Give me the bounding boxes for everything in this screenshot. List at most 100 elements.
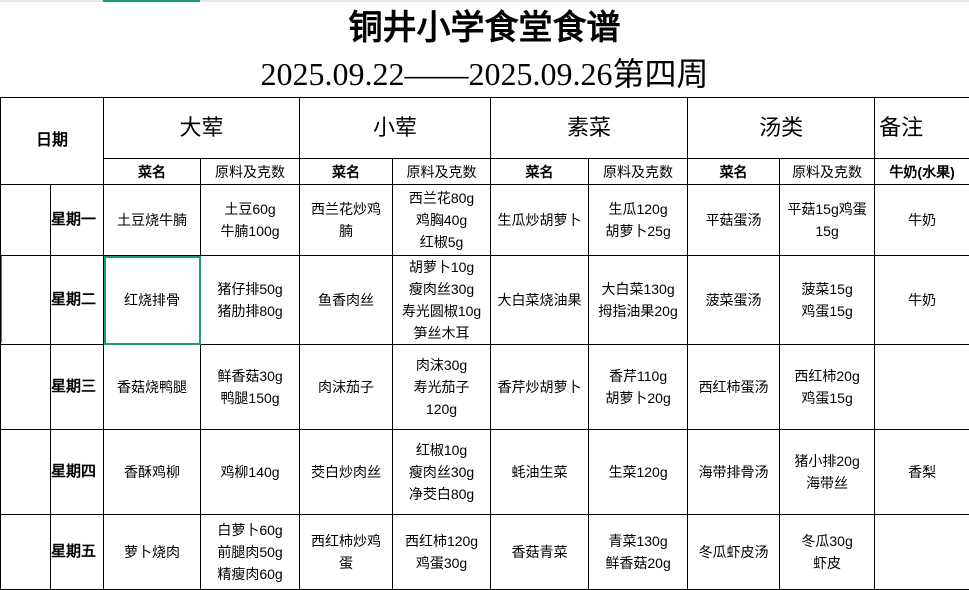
day-label[interactable]: 星期三 — [49, 344, 105, 430]
group-header-vegetable[interactable]: 素菜 — [490, 97, 689, 159]
cell-text-line: 红椒10g — [415, 442, 468, 458]
cell-text-line: 生瓜炒胡萝卜 — [497, 212, 582, 228]
dish-name-cell[interactable]: 海带排骨汤 — [687, 429, 781, 515]
dish-name-cell[interactable]: 西红柿炒鸡蛋 — [299, 514, 394, 590]
row-blank-cell[interactable] — [0, 429, 51, 515]
cell-text-line: 腩 — [339, 223, 354, 239]
cell-text-line: 冬瓜30g — [801, 533, 853, 549]
dish-name-cell[interactable]: 西红柿蛋汤 — [687, 344, 781, 430]
group-header-big-meat[interactable]: 大荤 — [103, 97, 301, 159]
cell-text-line: 海带排骨汤 — [698, 464, 769, 480]
day-label[interactable]: 星期五 — [49, 514, 105, 590]
selected-column-indicator — [103, 0, 200, 2]
ingredients-cell[interactable]: 平菇15g鸡蛋 15g — [779, 184, 876, 256]
cell-text-line: 菠菜蛋汤 — [705, 292, 762, 308]
notes-cell[interactable] — [874, 514, 969, 590]
cell-text-line: 白萝卜60g — [217, 522, 283, 538]
dish-name-cell[interactable]: 茭白炒肉丝 — [299, 429, 394, 515]
ingredients-cell[interactable]: 鸡柳140g — [200, 429, 301, 515]
dish-name-cell[interactable]: 平菇蛋汤 — [687, 184, 781, 256]
row-blank-cell[interactable] — [0, 514, 51, 590]
ingredients-cell[interactable]: 猪仔排50g 猪肋排80g — [200, 255, 301, 345]
day-label[interactable]: 星期四 — [49, 429, 105, 515]
ingredients-cell[interactable]: 西红柿20g 鸡蛋15g — [779, 344, 876, 430]
dish-name-cell[interactable]: 香酥鸡柳 — [103, 429, 202, 515]
group-header-small-meat[interactable]: 小荤 — [299, 97, 492, 159]
ingredients-cell[interactable]: 鲜香菇30g 鸭腿150g — [200, 344, 301, 430]
dish-name-cell[interactable]: 生瓜炒胡萝卜 — [490, 184, 590, 256]
cell-text-line: 鲜香菇20g — [605, 555, 671, 571]
ingredients-cell[interactable]: 香芹110g 胡萝卜20g — [588, 344, 689, 430]
sub-header-ingredients[interactable]: 原料及克数 — [588, 158, 689, 185]
row-blank-cell[interactable] — [0, 184, 51, 256]
dish-name-cell[interactable]: 大白菜烧油果 — [490, 255, 590, 345]
cell-text-line: 前腿肉50g — [217, 544, 283, 560]
ingredients-cell[interactable]: 菠菜15g 鸡蛋15g — [779, 255, 876, 345]
cell-text-line: 香酥鸡柳 — [124, 464, 181, 480]
date-header[interactable]: 日期 — [0, 97, 105, 185]
ingredients-cell[interactable]: 冬瓜30g 虾皮 — [779, 514, 876, 590]
ingredients-cell[interactable]: 土豆60g 牛腩100g — [200, 184, 301, 256]
ingredients-cell[interactable]: 肉沫30g 寿光茄子 120g — [392, 344, 492, 430]
sub-header-ingredients[interactable]: 原料及克数 — [779, 158, 876, 185]
cell-text-line: 大白菜烧油果 — [497, 292, 582, 308]
column-header-strip — [0, 0, 969, 2]
day-label[interactable]: 星期二 — [49, 255, 105, 345]
cell-text-line: 鸡蛋30g — [415, 555, 468, 571]
dish-name-cell[interactable]: 鱼香肉丝 — [299, 255, 394, 345]
ingredients-cell[interactable]: 生菜120g — [588, 429, 689, 515]
cell-text-line: 胡萝卜25g — [605, 223, 671, 239]
ingredients-cell[interactable]: 西兰花80g 鸡胸40g 红椒5g — [392, 184, 492, 256]
group-header-soup[interactable]: 汤类 — [687, 97, 876, 159]
ingredients-cell[interactable]: 胡萝卜10g 瘦肉丝30g 寿光圆椒10g 笋丝木耳 — [392, 255, 492, 345]
dish-name-cell[interactable]: 香菇青菜 — [490, 514, 590, 590]
ingredients-cell[interactable]: 大白菜130g 拇指油果20g — [588, 255, 689, 345]
dish-name-cell[interactable]: 菠菜蛋汤 — [687, 255, 781, 345]
sub-header-dish-name[interactable]: 菜名 — [687, 158, 781, 185]
sub-header-dish-name[interactable]: 菜名 — [103, 158, 202, 185]
notes-cell[interactable] — [874, 344, 969, 430]
cell-text-line: 茭白炒肉丝 — [311, 464, 382, 480]
menu-table: 日期 大荤 小荤 素菜 汤类 备注 菜名 原料及克数 菜名 原料及克数 菜名 原料及克数菜… — [0, 97, 969, 590]
cell-text-line: 西兰花炒鸡 — [311, 201, 382, 217]
ingredients-cell[interactable]: 西红柿120g 鸡蛋30g — [392, 514, 492, 590]
table-row: 星期三 香菇烧鸭腿 鲜香菇30g 鸭腿150g 肉沫茄子 肉沫30g 寿光茄子 120g 香芹炒… — [0, 344, 969, 430]
ingredients-cell[interactable]: 生瓜120g 胡萝卜25g — [588, 184, 689, 256]
cell-text-line: 鲜香菇30g — [217, 368, 283, 384]
sub-header-ingredients[interactable]: 原料及克数 — [392, 158, 492, 185]
cell-text-line: 平菇蛋汤 — [705, 212, 762, 228]
notes-cell[interactable]: 牛奶 — [874, 255, 969, 345]
dish-name-cell[interactable]: 土豆烧牛腩 — [103, 184, 202, 256]
dish-name-cell[interactable]: 香芹炒胡萝卜 — [490, 344, 590, 430]
sub-header-dish-name[interactable]: 菜名 — [299, 158, 394, 185]
cell-text-line: 肉沫30g — [415, 357, 468, 373]
ingredients-cell[interactable]: 猪小排20g 海带丝 — [779, 429, 876, 515]
sub-header-dish-name[interactable]: 菜名 — [490, 158, 590, 185]
dish-name-cell[interactable]: 红烧排骨 — [103, 255, 202, 345]
dish-name-cell[interactable]: 西兰花炒鸡腩 — [299, 184, 394, 256]
dish-name-cell[interactable]: 香菇烧鸭腿 — [103, 344, 202, 430]
dish-name-cell[interactable]: 蚝油生菜 — [490, 429, 590, 515]
row-blank-cell[interactable] — [0, 344, 51, 430]
sub-header-ingredients[interactable]: 原料及克数 — [200, 158, 301, 185]
dish-name-cell[interactable]: 肉沫茄子 — [299, 344, 394, 430]
cell-text-line: 生菜120g — [608, 464, 668, 480]
ingredients-cell[interactable]: 白萝卜60g 前腿肉50g 精瘦肉60g — [200, 514, 301, 590]
page-title: 铜井小学食堂食谱 — [348, 10, 621, 47]
dish-name-cell[interactable]: 萝卜烧肉 — [103, 514, 202, 590]
ingredients-cell[interactable]: 青菜130g 鲜香菇20g — [588, 514, 689, 590]
group-header-notes[interactable]: 备注 — [874, 97, 969, 159]
cell-text-line: 肉沫茄子 — [318, 379, 375, 395]
cell-text-line: 西红柿120g — [404, 533, 479, 549]
cell-text-line: 牛奶 — [908, 292, 937, 308]
dish-name-cell[interactable]: 冬瓜虾皮汤 — [687, 514, 781, 590]
cell-text-line: 寿光茄子 — [413, 379, 470, 395]
day-label[interactable]: 星期一 — [49, 184, 105, 256]
cell-text-line: 鸡蛋15g — [801, 390, 853, 406]
cell-text-line: 红椒5g — [419, 234, 464, 250]
notes-cell[interactable]: 香梨 — [874, 429, 969, 515]
row-blank-cell[interactable] — [0, 255, 51, 345]
ingredients-cell[interactable]: 红椒10g 瘦肉丝30g 净茭白80g — [392, 429, 492, 515]
sub-header-milk-fruit[interactable]: 牛奶(水果) — [874, 158, 969, 185]
notes-cell[interactable]: 牛奶 — [874, 184, 969, 256]
